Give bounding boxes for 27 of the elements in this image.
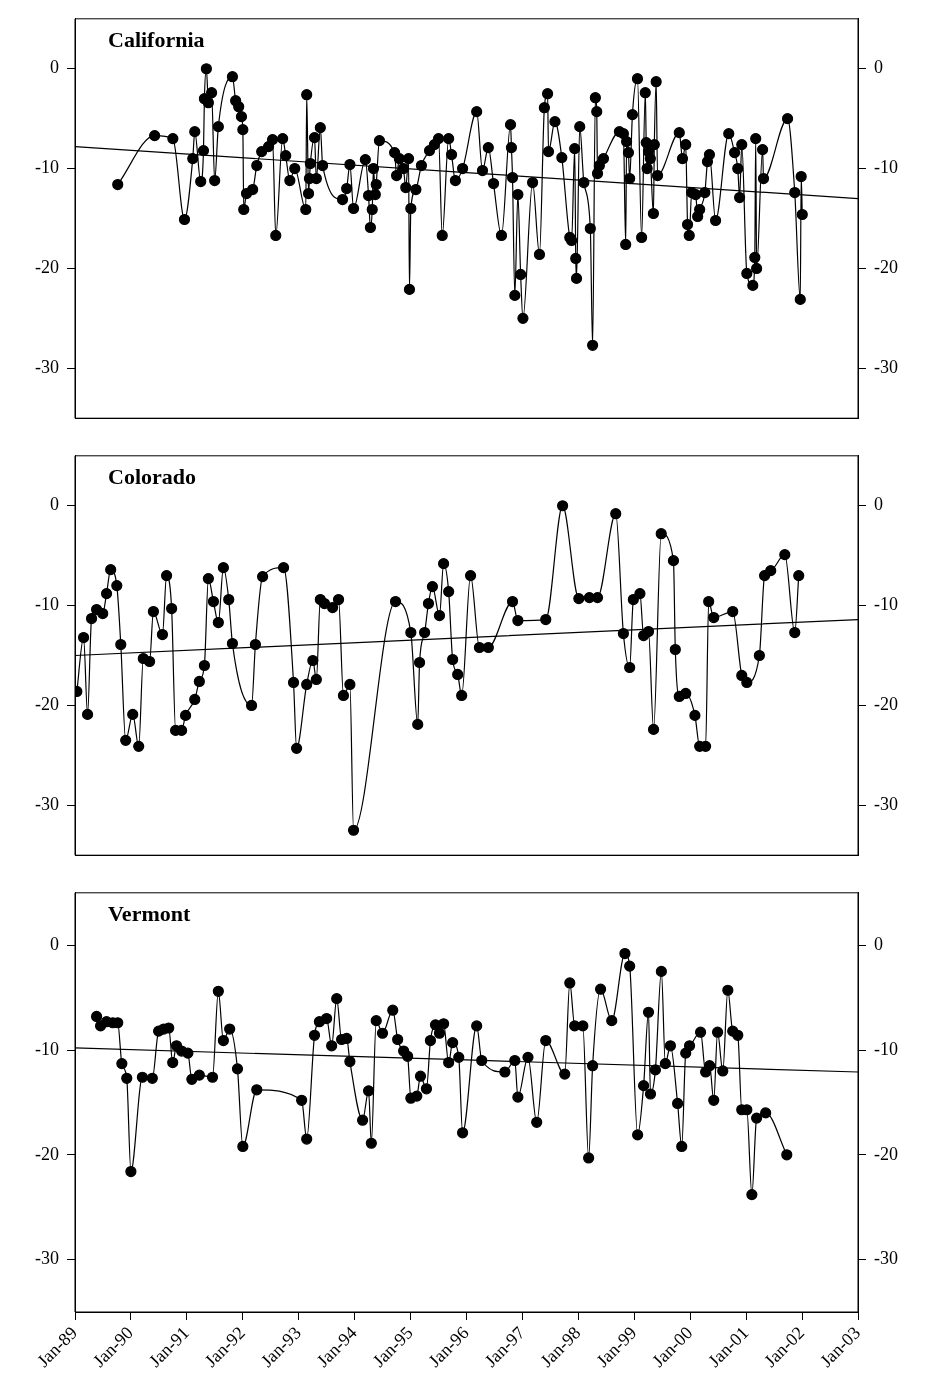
y-tick-label: -20 [35, 694, 59, 715]
y2-tick-label: -10 [874, 157, 898, 178]
y2-tick-label: -20 [874, 694, 898, 715]
y2-tick-label: -30 [874, 1248, 898, 1269]
y-tick-label: 0 [50, 57, 59, 78]
y-tick-label: 0 [50, 494, 59, 515]
y-tick-label: -10 [35, 1038, 59, 1059]
y2-tick-label: -10 [874, 1038, 898, 1059]
y2-tick-label: -20 [874, 257, 898, 278]
y-tick-label: -20 [35, 257, 59, 278]
y-tick-label: -10 [35, 157, 59, 178]
y2-tick-label: -20 [874, 1143, 898, 1164]
chart-title: Colorado [108, 463, 196, 489]
y2-tick-label: 0 [874, 933, 883, 954]
y2-tick-label: -30 [874, 357, 898, 378]
y2-tick-label: -30 [874, 794, 898, 815]
y-tick-label: -30 [35, 794, 59, 815]
y2-tick-label: 0 [874, 57, 883, 78]
y2-tick-label: -10 [874, 594, 898, 615]
y-tick-label: 0 [50, 933, 59, 954]
y-tick-label: -30 [35, 1248, 59, 1269]
y2-tick-label: 0 [874, 494, 883, 515]
y-tick-label: -30 [35, 357, 59, 378]
chart-title: Vermont [108, 900, 191, 926]
y-tick-label: -10 [35, 594, 59, 615]
chart-title: California [108, 26, 205, 52]
y-tick-label: -20 [35, 1143, 59, 1164]
